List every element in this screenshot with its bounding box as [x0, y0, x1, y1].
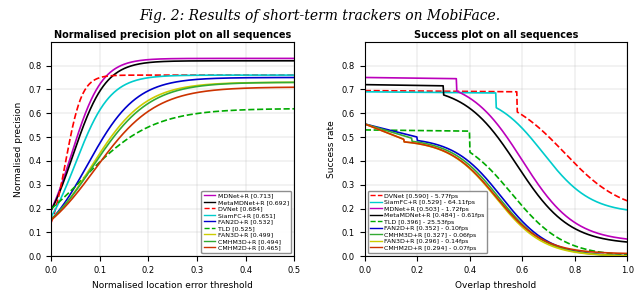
- Legend: DVNet [0.590] - 5.77fps, SiamFC+R [0.529] - 64.11fps, MDNet+R [0.503] - 1.72fps,: DVNet [0.590] - 5.77fps, SiamFC+R [0.529…: [368, 191, 487, 253]
- Legend: MDNet+R [0.713], MetaMDNet+R [0.692], DVNet [0.684], SiamFC+R [0.651], FAN2D+R [: MDNet+R [0.713], MetaMDNet+R [0.692], DV…: [202, 191, 291, 253]
- Y-axis label: Success rate: Success rate: [327, 120, 336, 178]
- X-axis label: Normalised location error threshold: Normalised location error threshold: [92, 280, 253, 290]
- Title: Success plot on all sequences: Success plot on all sequences: [414, 30, 578, 40]
- X-axis label: Overlap threshold: Overlap threshold: [456, 280, 536, 290]
- Title: Normalised precision plot on all sequences: Normalised precision plot on all sequenc…: [54, 30, 291, 40]
- Y-axis label: Normalised precision: Normalised precision: [13, 101, 22, 197]
- Text: Fig. 2: Results of short-term trackers on MobiFace.: Fig. 2: Results of short-term trackers o…: [140, 9, 500, 23]
